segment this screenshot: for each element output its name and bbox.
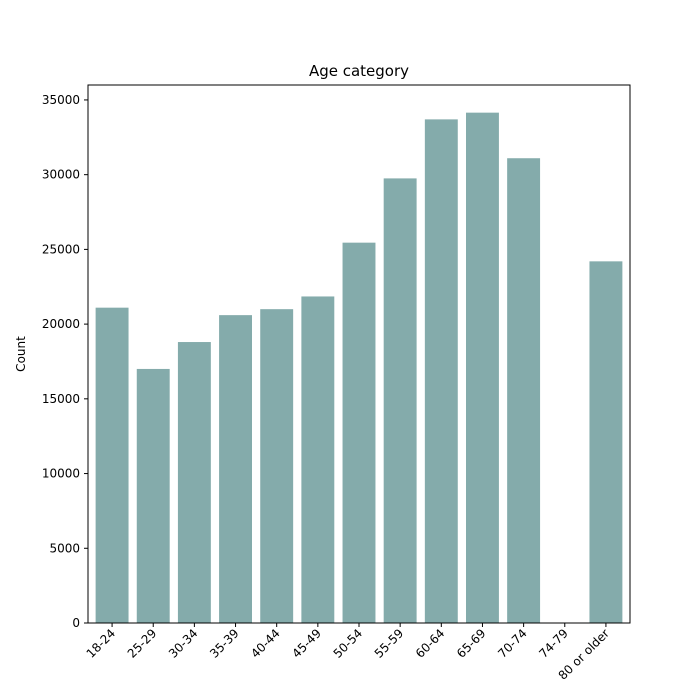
chart-title: Age category — [309, 62, 409, 80]
y-axis: 0 5000 10000 15000 20000 25000 30000 35000 — [42, 93, 88, 630]
bar-18-24 — [95, 307, 129, 623]
bar-80-or-older — [589, 261, 623, 623]
y-tick-label: 25000 — [42, 242, 80, 256]
y-tick-label: 5000 — [49, 541, 80, 555]
bar-60-64 — [424, 119, 458, 624]
bar-35-39 — [219, 315, 252, 623]
y-tick-label: 10000 — [42, 467, 80, 481]
bar-30-34 — [177, 342, 211, 623]
bar-55-59 — [383, 178, 417, 623]
y-tick-label: 35000 — [42, 93, 80, 107]
bar-25-29 — [136, 368, 170, 623]
bars-group — [95, 112, 623, 624]
bar-45-49 — [301, 296, 335, 623]
y-tick-label: 30000 — [42, 168, 80, 182]
y-axis-title: Count — [14, 336, 28, 372]
y-tick-label: 15000 — [42, 392, 80, 406]
bar-50-54 — [342, 242, 376, 623]
bar-40-44 — [260, 309, 294, 623]
bar-70-74 — [507, 158, 541, 624]
bar-65-69 — [466, 112, 499, 624]
y-tick-label: 20000 — [42, 317, 80, 331]
y-tick-label: 0 — [72, 616, 80, 630]
plot-frame — [87, 84, 631, 624]
